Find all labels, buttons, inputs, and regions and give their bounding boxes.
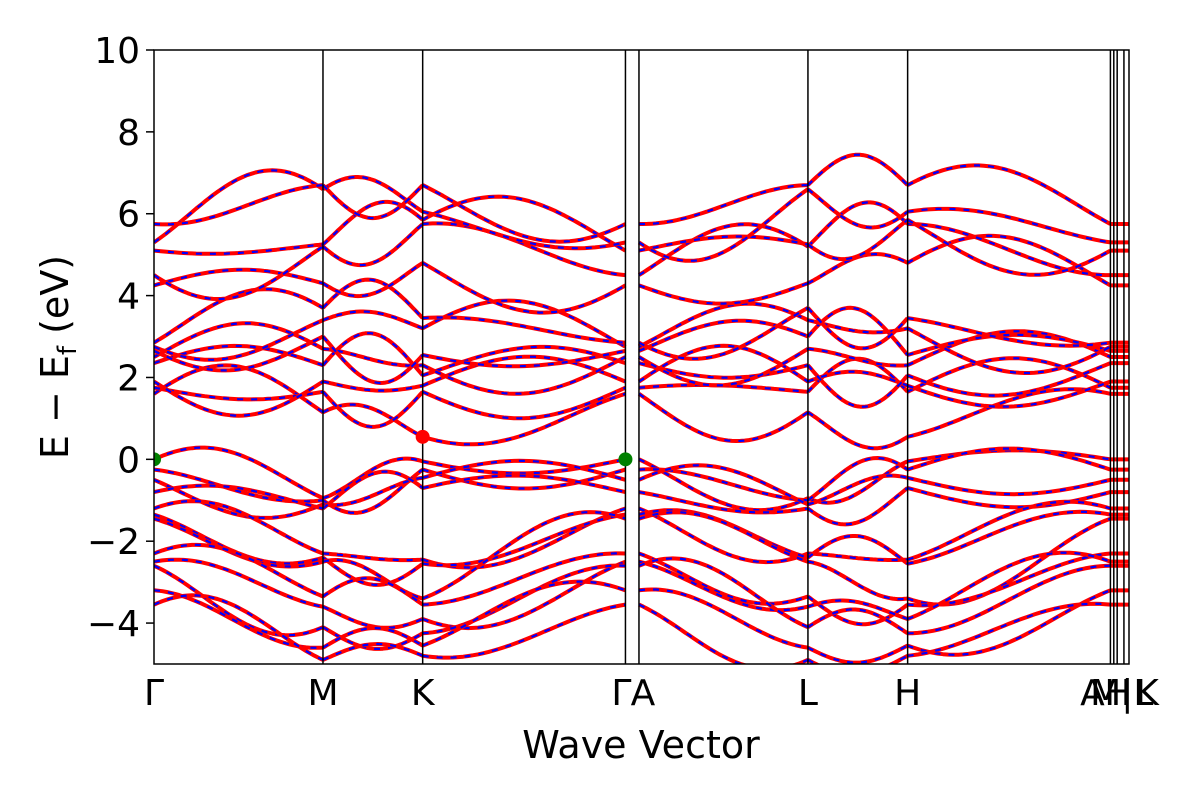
y-tick-label: −4: [87, 604, 140, 645]
y-tick-label: −2: [87, 522, 140, 563]
valence-band-spin-down: [154, 459, 1111, 519]
conduction-band-spin-down: [154, 195, 1111, 276]
valence-band-spin-down: [154, 580, 1111, 664]
conduction-band-spin-up: [154, 200, 1111, 301]
y-tick-label: 0: [117, 440, 140, 481]
valence-band-spin-down: [154, 447, 1111, 515]
band-edge-markers: [154, 429, 633, 467]
conduction-band-spin-up: [154, 152, 1112, 244]
conduction-band-spin-down: [154, 364, 1111, 450]
x-ticks: Γ M K Γ A L H AM|LH K: [144, 673, 1160, 714]
valence-band-spin-up: [154, 469, 1111, 527]
conduction-band-spin-up: [154, 168, 1111, 263]
valence-band-spin-up: [154, 542, 1111, 627]
conduction-band-spin-down: [154, 201, 1111, 301]
y-tick-label: 10: [94, 31, 140, 72]
valence-band-spin-up: [154, 510, 1112, 607]
y-axis-label-sub: f: [53, 345, 83, 355]
valence-band-spin-down: [154, 557, 1111, 650]
conduction-band-spin-down: [154, 332, 1111, 408]
kpoint-lines: [322, 50, 1125, 664]
valence-band-spin-down: [154, 594, 1111, 664]
cbm-marker: [415, 429, 430, 444]
valence-band-spin-up: [154, 508, 1111, 587]
valence-band-spin-down: [154, 446, 1111, 512]
x-tick-label: H: [1104, 673, 1131, 714]
x-tick-label: A: [631, 673, 656, 714]
valence-band-spin-down: [154, 509, 1111, 586]
valence-band-spin-up: [154, 499, 1111, 570]
valence-band-spin-down: [154, 510, 1111, 606]
x-tick-label: Γ: [144, 673, 164, 714]
valence-band-spin-down: [154, 551, 1111, 630]
conduction-band-spin-up: [154, 343, 1112, 418]
x-axis-label: Wave Vector: [522, 723, 760, 767]
x-tick-label: H: [894, 673, 921, 714]
y-ticks: −4 −2 0 2 4 6 8 10: [87, 31, 154, 645]
valence-band-spin-up: [154, 556, 1111, 651]
x-tick-label: Γ: [611, 673, 631, 714]
y-tick-label: 8: [117, 113, 140, 154]
conduction-band-spin-up: [154, 363, 1111, 451]
conduction-band-spin-down: [154, 306, 1111, 385]
y-axis-label-unit: (eV): [33, 255, 77, 346]
vbm-marker: [618, 452, 633, 467]
x-tick-label: K: [1135, 673, 1160, 714]
x-tick-label: M|L: [1090, 673, 1153, 714]
y-axis-label: E − Ef (eV): [33, 255, 83, 459]
conduction-band-spin-down: [154, 278, 1111, 360]
y-tick-label: 4: [117, 277, 140, 318]
bands-layer: [154, 152, 1129, 664]
x-tick-label: A: [1080, 673, 1105, 714]
conduction-band-spin-down: [154, 299, 1111, 375]
conduction-band-spin-up: [154, 305, 1111, 385]
conduction-band-spin-down: [154, 234, 1111, 314]
conduction-band-spin-up: [154, 321, 1112, 396]
valence-band-spin-down: [154, 470, 1111, 526]
y-tick-label: 6: [117, 195, 140, 236]
plot-frame: [153, 49, 1130, 665]
y-tick-label: 2: [117, 358, 140, 399]
valence-band-spin-down: [154, 499, 1111, 569]
vbm-marker: [154, 452, 161, 467]
x-tick-label: K: [411, 673, 436, 714]
valence-band-spin-down: [154, 543, 1111, 626]
x-tick-label: M: [307, 673, 338, 714]
x-tick-label: L: [798, 673, 818, 714]
conduction-band-spin-down: [154, 153, 1111, 243]
y-axis-label-main: E − E: [33, 355, 77, 459]
